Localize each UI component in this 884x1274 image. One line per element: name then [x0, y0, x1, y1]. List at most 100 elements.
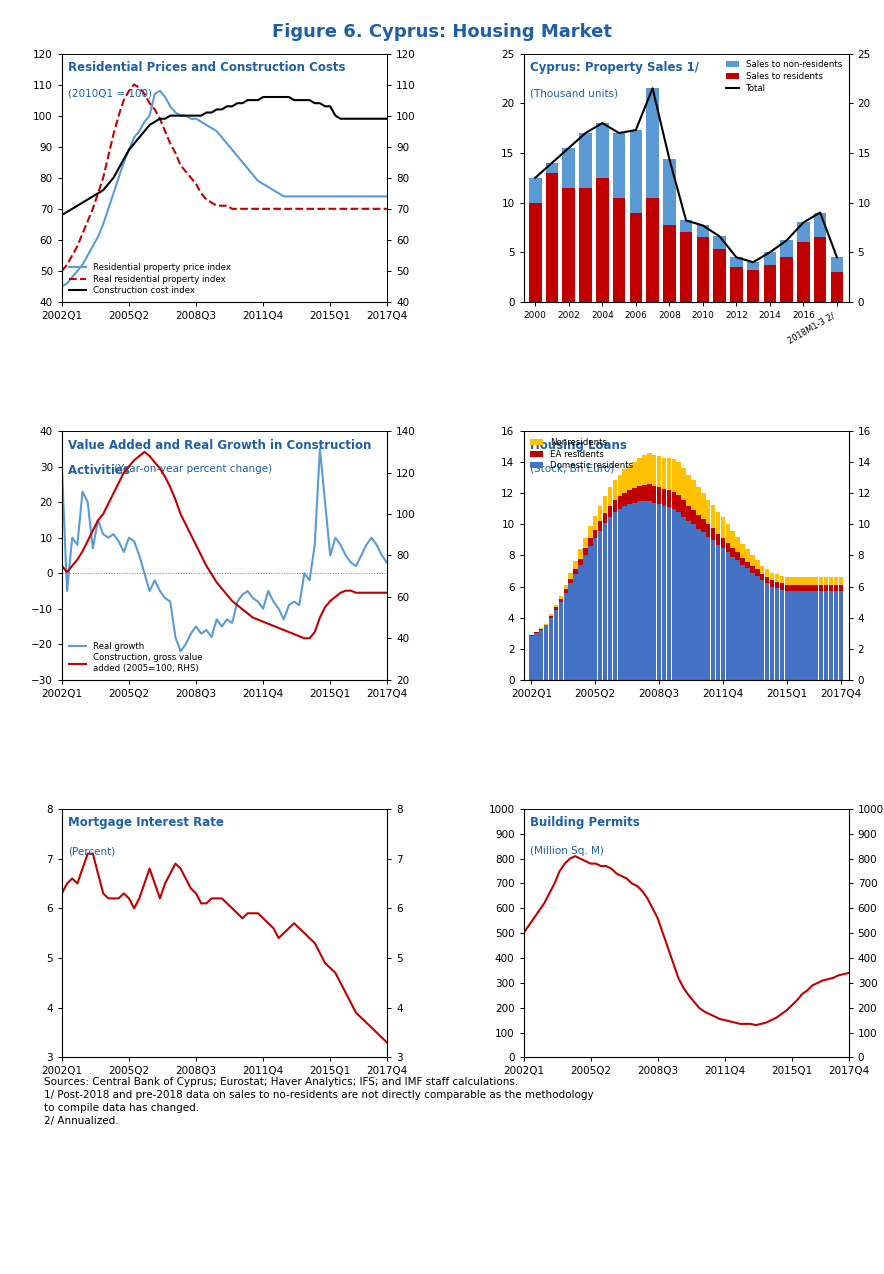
Bar [751, 572, 755, 680]
Bar [663, 159, 675, 225]
Total [597, 116, 607, 131]
Bar [662, 489, 667, 506]
Bar [676, 494, 681, 512]
Bar [652, 503, 657, 680]
Bar [730, 531, 735, 549]
Bar [568, 583, 573, 680]
Bar [628, 505, 632, 680]
Bar [839, 591, 843, 680]
Bar [613, 512, 617, 680]
Bar [824, 577, 828, 585]
Bar [603, 522, 607, 680]
Bar [549, 618, 553, 680]
Bar [662, 506, 667, 680]
Bar [642, 455, 646, 485]
Bar [629, 130, 642, 213]
Bar [583, 555, 588, 680]
Bar [784, 591, 789, 680]
Bar [652, 455, 657, 485]
Bar [680, 232, 692, 302]
Bar [834, 577, 838, 585]
Bar [618, 497, 622, 508]
Bar [578, 564, 583, 680]
Bar [735, 561, 740, 680]
Bar [716, 512, 720, 534]
Bar [799, 577, 804, 585]
Bar [530, 636, 534, 680]
Bar [819, 591, 823, 680]
Bar [588, 547, 592, 680]
Bar [730, 549, 735, 557]
Bar [691, 480, 696, 510]
Bar [819, 585, 823, 591]
Bar [696, 515, 701, 529]
Text: Mortgage Interest Rate: Mortgage Interest Rate [68, 817, 225, 829]
Bar [568, 572, 573, 578]
Bar [804, 591, 809, 680]
Total [563, 140, 574, 155]
Bar [593, 530, 598, 539]
Bar [735, 553, 740, 561]
Bar [789, 577, 794, 585]
Bar [814, 237, 827, 302]
Bar [735, 536, 740, 553]
Bar [795, 577, 799, 585]
Bar [751, 555, 755, 567]
Bar [642, 485, 646, 501]
Bar [726, 525, 730, 543]
Text: Figure 6. Cyprus: Housing Market: Figure 6. Cyprus: Housing Market [272, 23, 612, 41]
Bar [568, 578, 573, 583]
Bar [647, 501, 652, 680]
Bar [622, 469, 627, 493]
Bar [549, 614, 553, 617]
Bar [657, 487, 661, 505]
Bar [747, 270, 759, 302]
Bar [839, 585, 843, 591]
Bar [618, 475, 622, 497]
Bar [578, 558, 583, 564]
Bar [764, 265, 776, 302]
Bar [804, 585, 809, 591]
Bar [780, 576, 784, 583]
Bar [795, 585, 799, 591]
Bar [637, 485, 642, 501]
Total [697, 218, 708, 233]
Line: Total: Total [536, 88, 837, 262]
Bar [814, 213, 827, 237]
Bar [562, 148, 575, 187]
Bar [682, 517, 686, 680]
Bar [637, 457, 642, 485]
Bar [740, 544, 745, 558]
Bar [760, 575, 765, 581]
Bar [726, 553, 730, 680]
Bar [799, 591, 804, 680]
Text: (Thousand units): (Thousand units) [530, 88, 618, 98]
Bar [774, 582, 779, 589]
Bar [553, 605, 558, 608]
Bar [755, 561, 759, 569]
Bar [691, 510, 696, 525]
Bar [662, 457, 667, 489]
Bar [598, 506, 602, 521]
Text: Cyprus: Property Sales 1/: Cyprus: Property Sales 1/ [530, 61, 699, 74]
Bar [770, 581, 774, 586]
Bar [711, 529, 715, 540]
Bar [809, 577, 813, 585]
Bar [686, 521, 690, 680]
Bar [720, 548, 725, 680]
Bar [809, 585, 813, 591]
Text: (Stock, Bn Euro): (Stock, Bn Euro) [530, 464, 614, 474]
Bar [745, 549, 750, 562]
Bar [680, 220, 692, 232]
Bar [831, 273, 843, 302]
Legend: Nonresidents, EA residents, Domestic residents: Nonresidents, EA residents, Domestic res… [528, 436, 636, 473]
Bar [596, 124, 608, 178]
Bar [755, 576, 759, 680]
Bar [628, 465, 632, 490]
Bar [588, 539, 592, 547]
Total [613, 125, 624, 140]
Bar [764, 252, 776, 265]
Bar [607, 487, 613, 506]
Bar [701, 533, 705, 680]
Bar [596, 178, 608, 302]
